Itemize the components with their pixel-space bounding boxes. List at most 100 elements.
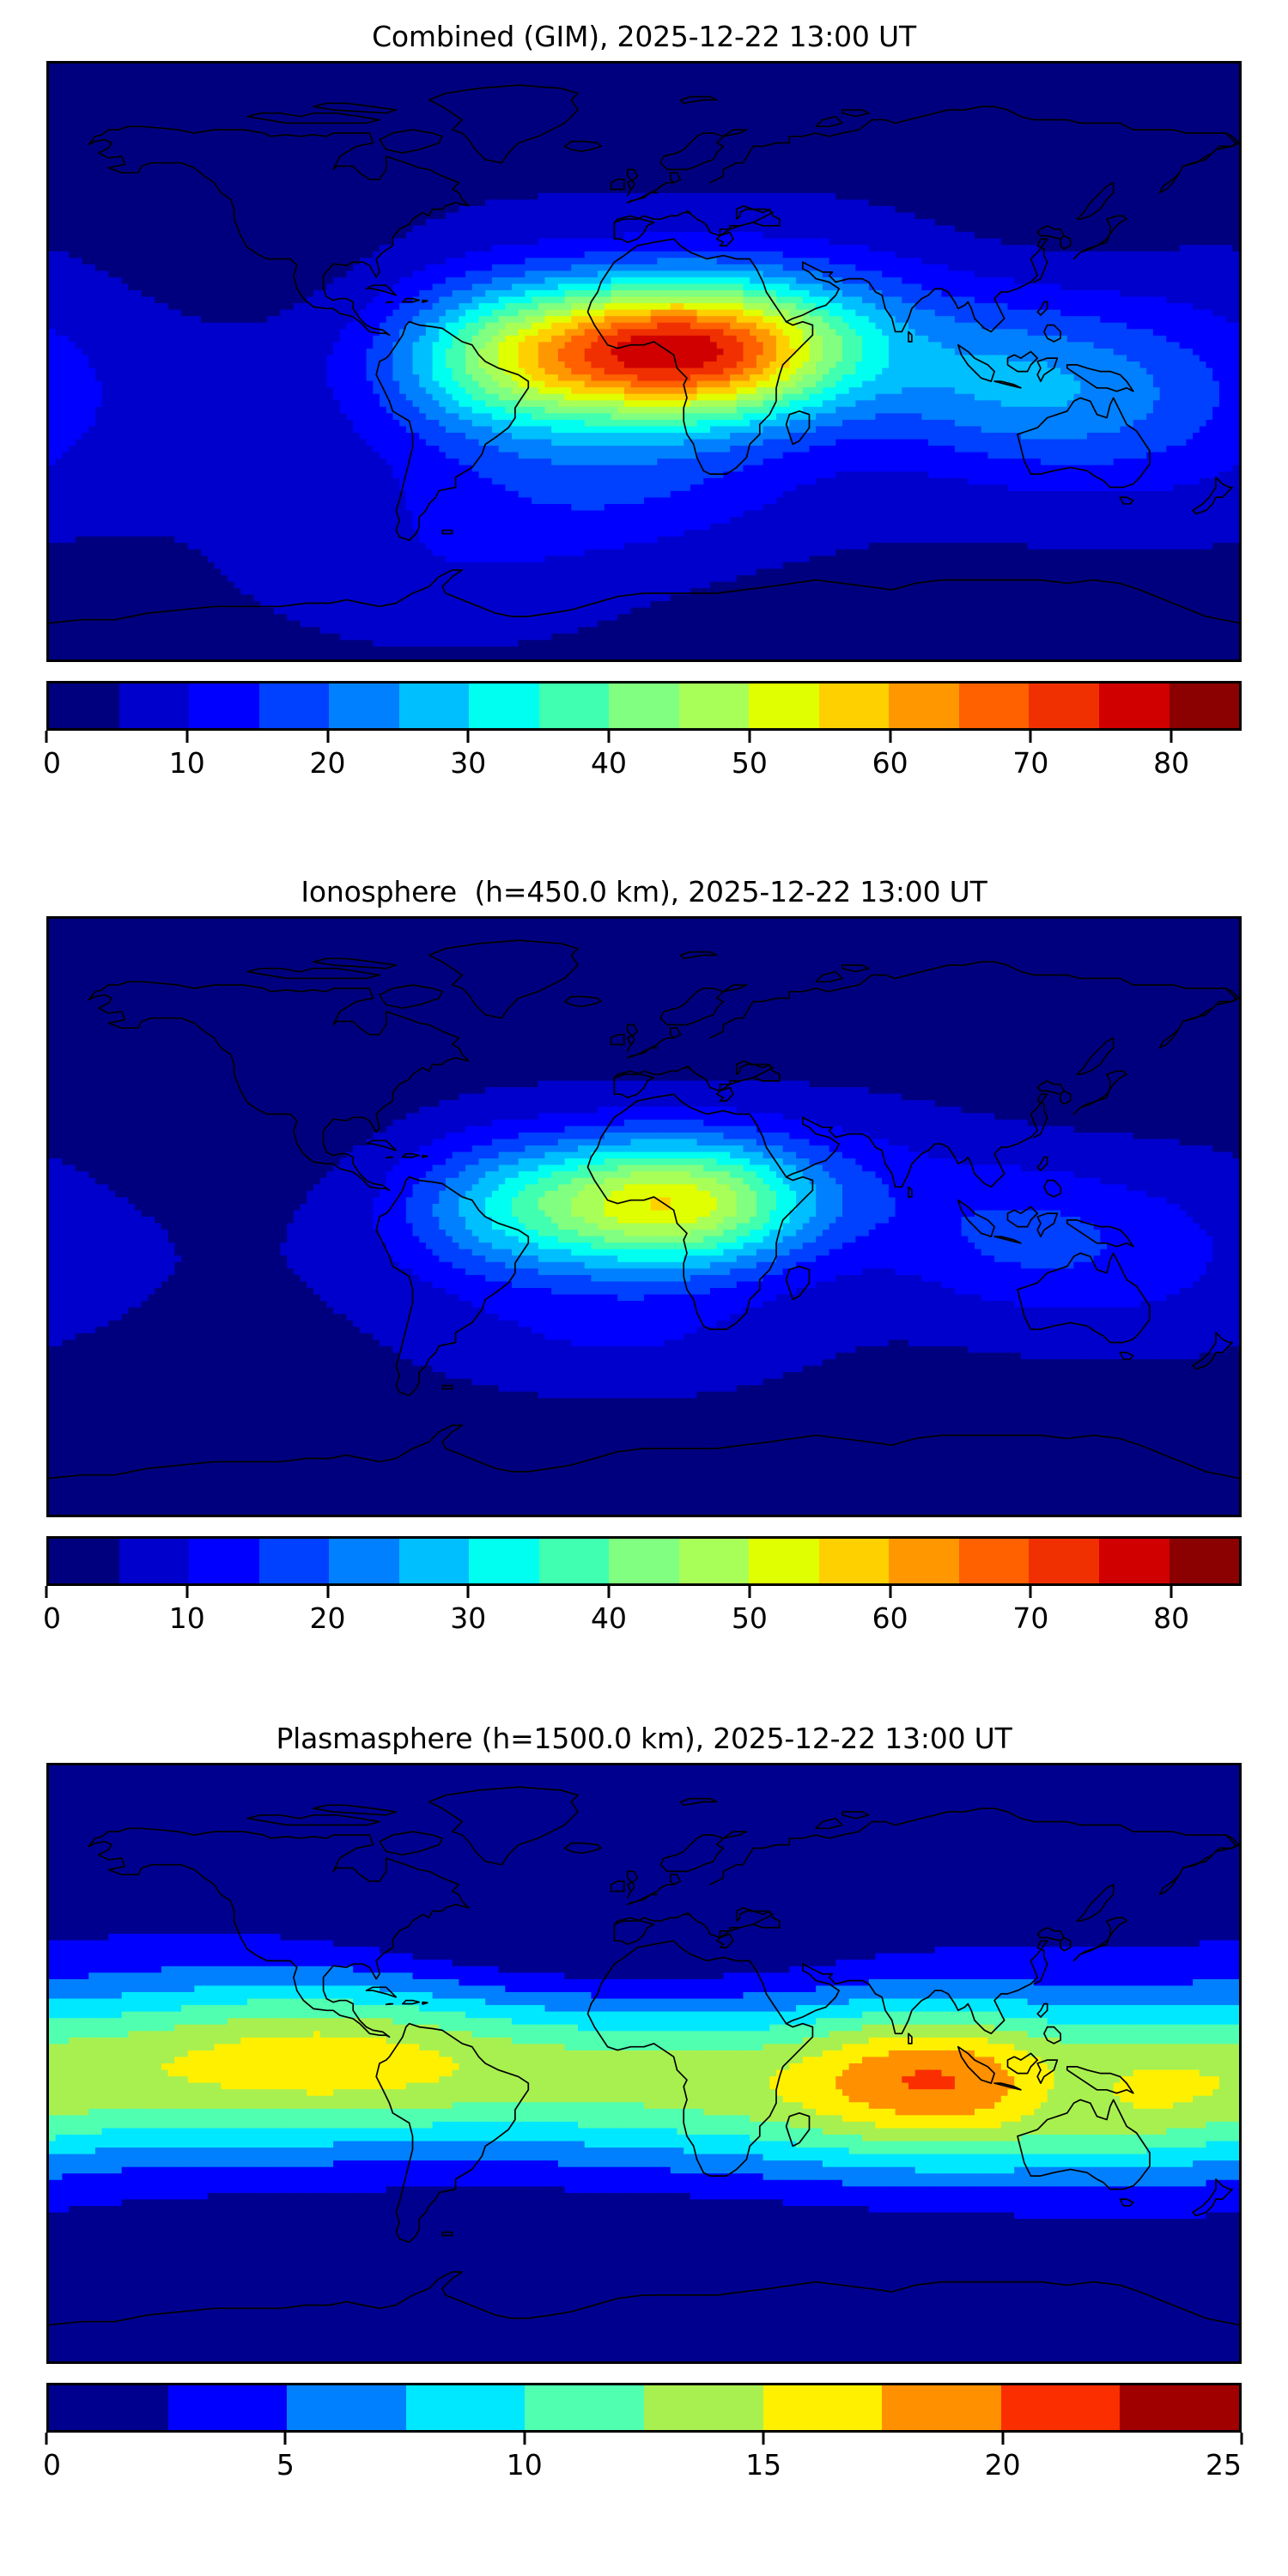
colorbar-tick-label: 70 [1012,746,1048,780]
colorbar-tick-label: 80 [1153,746,1189,780]
contour-fill [49,64,1239,659]
colorbar-band-16 [1169,1539,1239,1583]
colorbar-band-0 [49,2385,168,2430]
colorbar-strip [46,1536,1242,1586]
colorbar-tick [748,731,751,743]
colorbar-band-5 [398,683,470,728]
colorbar-tick-label: 0 [43,2448,61,2482]
colorbar-band-2 [189,1539,259,1583]
colorbar-tick-label: 10 [169,746,205,780]
colorbar-tick [607,731,611,743]
colorbar-band-6 [762,2385,883,2430]
colorbar-tick-label: 5 [276,2448,295,2482]
colorbar-combined-gim: 0 10 20 30 40 50 60 70 80 [43,681,1242,786]
colorbar-band-8 [609,683,679,728]
colorbar-tick-label: 70 [1012,1601,1048,1635]
colorbar-band-4 [329,683,399,728]
colorbar-tick [466,731,470,743]
colorbar-band-9 [678,683,750,728]
colorbar-band-0 [49,1539,119,1583]
colorbar-tick [748,1586,751,1598]
colorbar-strip [46,2383,1242,2433]
colorbar-band-15 [1098,1539,1170,1583]
colorbar-band-14 [1029,1539,1099,1583]
coastlines [49,939,1239,1479]
colorbar-tick [326,731,330,743]
colorbar-tick [1001,2433,1005,2445]
colorbar-band-1 [118,683,190,728]
colorbar-band-7 [538,1539,610,1583]
colorbar-ticks [45,731,1242,746]
colorbar-tick [889,731,892,743]
colorbar-tick-label: 15 [745,2448,781,2482]
panel-ionosphere: Ionosphere (h=450.0 km), 2025-12-22 13:0… [0,878,1288,1641]
map-contour-field [49,64,1239,659]
colorbar-band-2 [189,683,259,728]
colorbar-tick-label: 20 [310,1601,346,1635]
panel-combined-gim: Combined (GIM), 2025-12-22 13:00 UT 0 10 2… [0,22,1288,786]
colorbar-band-12 [889,1539,959,1583]
colorbar-tick [1170,731,1173,743]
colorbar-tick-label: 30 [450,1601,486,1635]
colorbar-band-3 [258,683,330,728]
colorbar-tick-label: 50 [732,746,768,780]
colorbar-tick-label: 40 [591,746,627,780]
colorbar-tick [185,1586,189,1598]
colorbar-band-15 [1098,683,1170,728]
colorbar-band-5 [398,1539,470,1583]
panel-plasmasphere: Plasmasphere (h=1500.0 km), 2025-12-22 1… [0,1724,1288,2488]
colorbar-tick-labels: 0 10 20 30 40 50 60 70 80 [43,1601,1242,1641]
colorbar-band-1 [167,2385,288,2430]
colorbar-tick [523,2433,526,2445]
colorbar-band-7 [882,2385,1001,2430]
colorbar-band-10 [749,1539,819,1583]
colorbar-tick-label: 50 [732,1601,768,1635]
colorbar-ticks [45,2433,1243,2448]
colorbar-tick [283,2433,287,2445]
colorbar-tick-label: 30 [450,746,486,780]
colorbar-band-11 [818,683,890,728]
colorbar-tick [45,1586,48,1598]
map-combined-gim [46,61,1242,662]
colorbar-band-13 [958,1539,1030,1583]
contour-fill [49,1765,1239,2361]
colorbar-band-16 [1169,683,1239,728]
colorbar-tick [45,731,48,743]
contour-fill [49,919,1239,1515]
colorbar-tick [45,2433,48,2445]
colorbar-tick [326,1586,330,1598]
coastlines [49,84,1239,624]
colorbar-tick-label: 10 [507,2448,543,2482]
colorbar-tick [607,1586,611,1598]
colorbar-plasmasphere: 0 5 10 15 20 25 [43,2383,1243,2488]
colorbar-band-5 [643,2385,763,2430]
colorbar-band-6 [469,1539,539,1583]
colorbar-ticks [45,1586,1242,1601]
colorbar-band-3 [405,2385,526,2430]
colorbar-band-7 [538,683,610,728]
map-ionosphere [46,916,1242,1517]
panel-title: Plasmasphere (h=1500.0 km), 2025-12-22 1… [0,1724,1288,1753]
colorbar-band-4 [525,2385,644,2430]
colorbar-band-8 [1000,2385,1121,2430]
colorbar-band-3 [258,1539,330,1583]
colorbar-tick-label: 60 [872,1601,908,1635]
colorbar-band-2 [287,2385,406,2430]
colorbar-band-6 [469,683,539,728]
colorbar-tick-labels: 0 5 10 15 20 25 [43,2448,1242,2488]
colorbar-band-12 [889,683,959,728]
colorbar-tick [1029,1586,1032,1598]
colorbar-band-9 [678,1539,750,1583]
colorbar-tick [1170,1586,1173,1598]
colorbar-tick [1240,2433,1243,2445]
colorbar-tick-label: 20 [310,746,346,780]
panel-title: Ionosphere (h=450.0 km), 2025-12-22 13:0… [0,878,1288,906]
colorbar-tick [889,1586,892,1598]
map-contour-field [49,919,1239,1515]
colorbar-tick [466,1586,470,1598]
colorbar-band-11 [818,1539,890,1583]
colorbar-tick-label: 40 [591,1601,627,1635]
colorbar-band-14 [1029,683,1099,728]
colorbar-tick-label: 20 [985,2448,1021,2482]
